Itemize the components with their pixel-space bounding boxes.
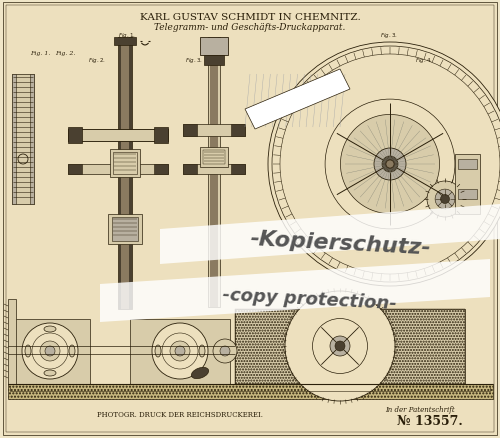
- Bar: [130, 319, 230, 384]
- Text: Fig. 1.: Fig. 1.: [30, 51, 50, 56]
- Circle shape: [330, 336, 350, 356]
- Circle shape: [285, 291, 395, 401]
- Bar: [204, 56, 224, 66]
- Ellipse shape: [69, 345, 75, 357]
- Text: PHOTOGR. DRUCK DER REICHSDRUCKEREI.: PHOTOGR. DRUCK DER REICHSDRUCKEREI.: [97, 410, 263, 418]
- Bar: [458, 190, 477, 200]
- Circle shape: [386, 161, 394, 169]
- Circle shape: [40, 341, 60, 361]
- Text: $\it{Fig. 1.}$: $\it{Fig. 1.}$: [118, 31, 136, 40]
- Circle shape: [213, 339, 237, 363]
- Circle shape: [268, 43, 500, 286]
- Text: -copy protection-: -copy protection-: [222, 286, 398, 313]
- Ellipse shape: [192, 367, 208, 379]
- Text: $\it{Fig. 2.}$: $\it{Fig. 2.}$: [88, 56, 106, 65]
- Text: KARL GUSTAV SCHMIDT IN CHEMNITZ.: KARL GUSTAV SCHMIDT IN CHEMNITZ.: [140, 14, 360, 22]
- Circle shape: [170, 341, 190, 361]
- Text: $\it{Fig. 4.}$: $\it{Fig. 4.}$: [415, 56, 432, 65]
- Circle shape: [440, 195, 450, 204]
- Bar: [112, 218, 138, 241]
- Bar: [183, 165, 245, 175]
- Bar: [231, 165, 245, 175]
- Bar: [183, 125, 245, 137]
- Circle shape: [374, 148, 406, 180]
- Bar: [210, 38, 218, 307]
- Bar: [108, 215, 142, 244]
- Text: № 13557.: № 13557.: [397, 414, 463, 427]
- Bar: [8, 384, 493, 399]
- Circle shape: [335, 341, 345, 351]
- Bar: [68, 130, 168, 141]
- Bar: [154, 128, 168, 144]
- Ellipse shape: [25, 345, 31, 357]
- Polygon shape: [160, 205, 500, 265]
- Circle shape: [427, 182, 463, 218]
- Circle shape: [18, 155, 28, 165]
- Ellipse shape: [44, 326, 56, 332]
- Text: $\it{Fig. 3.}$: $\it{Fig. 3.}$: [380, 31, 398, 40]
- Circle shape: [22, 323, 78, 379]
- Bar: [455, 155, 480, 215]
- Bar: [458, 159, 477, 170]
- Bar: [183, 125, 197, 137]
- Bar: [121, 38, 129, 309]
- Text: -Kopierschutz-: -Kopierschutz-: [249, 229, 431, 258]
- Bar: [208, 38, 220, 307]
- Circle shape: [340, 115, 440, 214]
- Text: Telegramm- und Geschäfts-Druckapparat.: Telegramm- und Geschäfts-Druckapparat.: [154, 22, 346, 32]
- Bar: [8, 299, 16, 384]
- Ellipse shape: [44, 370, 56, 376]
- Bar: [68, 165, 168, 175]
- Bar: [235, 309, 465, 384]
- Ellipse shape: [199, 345, 205, 357]
- Bar: [68, 130, 168, 141]
- Bar: [154, 165, 168, 175]
- Text: Fig. 2.: Fig. 2.: [55, 51, 76, 56]
- Bar: [203, 151, 225, 165]
- Circle shape: [175, 346, 185, 356]
- Bar: [68, 128, 82, 144]
- Bar: [118, 38, 132, 309]
- Bar: [113, 153, 137, 175]
- Bar: [110, 150, 140, 177]
- Circle shape: [220, 346, 230, 356]
- Bar: [10, 319, 90, 384]
- Bar: [12, 75, 34, 205]
- Circle shape: [382, 157, 398, 173]
- Bar: [200, 38, 228, 56]
- Circle shape: [152, 323, 208, 379]
- Bar: [30, 75, 34, 205]
- Circle shape: [45, 346, 55, 356]
- Text: $\it{Fig. 3.}$: $\it{Fig. 3.}$: [185, 56, 202, 65]
- Bar: [235, 309, 465, 384]
- Ellipse shape: [155, 345, 161, 357]
- Bar: [183, 165, 197, 175]
- Bar: [12, 75, 16, 205]
- Bar: [68, 165, 82, 175]
- Bar: [114, 38, 136, 46]
- Text: In der Patentschrift: In der Patentschrift: [385, 405, 455, 413]
- Circle shape: [435, 190, 455, 209]
- Bar: [231, 125, 245, 137]
- Polygon shape: [245, 70, 350, 130]
- Polygon shape: [100, 259, 490, 322]
- Bar: [200, 148, 228, 168]
